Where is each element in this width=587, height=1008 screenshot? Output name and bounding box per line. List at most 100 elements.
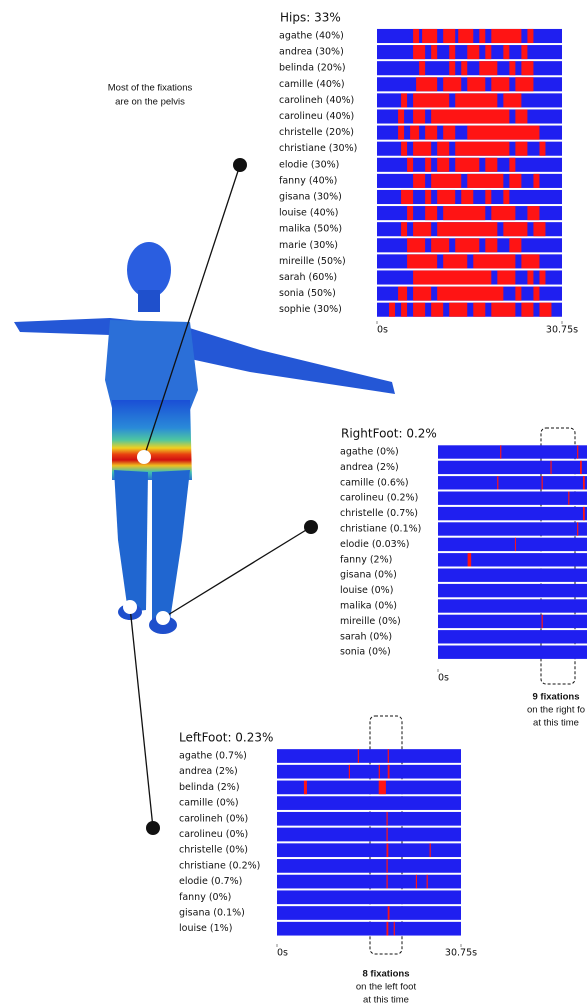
fixation bbox=[521, 254, 540, 269]
row-label: fanny (40%) bbox=[279, 175, 337, 186]
row-bar bbox=[277, 796, 461, 810]
row-bar bbox=[438, 537, 587, 552]
fixation bbox=[413, 173, 426, 188]
fixation bbox=[491, 28, 522, 44]
fixation bbox=[533, 222, 546, 237]
fixation bbox=[425, 206, 438, 221]
fixation bbox=[410, 125, 420, 140]
row-label: mireille (50%) bbox=[279, 256, 346, 267]
fixation bbox=[497, 476, 499, 490]
fixation bbox=[429, 843, 431, 858]
fixation bbox=[467, 125, 540, 140]
fixation bbox=[541, 476, 543, 490]
fixation bbox=[437, 157, 450, 172]
fixation bbox=[401, 302, 408, 317]
fixation bbox=[509, 157, 516, 172]
highlight-box bbox=[540, 427, 576, 685]
fixation bbox=[378, 764, 380, 779]
fixation bbox=[401, 189, 414, 205]
fixation bbox=[527, 206, 540, 221]
row-label: gisana (0%) bbox=[340, 570, 397, 581]
fixation bbox=[503, 45, 510, 60]
fixation bbox=[485, 45, 492, 60]
callout: 8 fixations bbox=[363, 969, 410, 980]
fixation bbox=[449, 61, 456, 76]
row-label: louise (1%) bbox=[179, 923, 232, 934]
fixation bbox=[515, 77, 534, 92]
row-label: andrea (30%) bbox=[279, 47, 344, 58]
row-bar bbox=[438, 460, 587, 475]
fixation bbox=[533, 173, 540, 188]
fixation bbox=[413, 45, 426, 60]
callout: at this time bbox=[533, 718, 579, 729]
fixation bbox=[387, 906, 390, 920]
row-bar bbox=[277, 780, 461, 795]
row-bar bbox=[438, 506, 587, 521]
fixation bbox=[357, 749, 359, 763]
fixation bbox=[467, 77, 486, 92]
fixation bbox=[461, 189, 474, 205]
highlight-box bbox=[369, 715, 403, 955]
fixation bbox=[515, 109, 528, 124]
row-bar bbox=[277, 921, 461, 936]
fixation bbox=[503, 222, 528, 237]
fixation bbox=[407, 238, 426, 253]
row-label: camille (0.6%) bbox=[340, 477, 409, 488]
row-label: carolineh (0%) bbox=[179, 813, 248, 824]
row-label: belinda (2%) bbox=[179, 782, 240, 793]
fixation bbox=[509, 238, 522, 253]
body-note: Most of the fixations bbox=[108, 83, 193, 94]
fixation bbox=[386, 843, 389, 858]
fixation bbox=[500, 445, 502, 459]
row-label: carolineu (0.2%) bbox=[340, 493, 418, 504]
fixation bbox=[443, 28, 456, 44]
fixation bbox=[419, 61, 426, 76]
fixation bbox=[455, 238, 480, 253]
row-label: malika (0%) bbox=[340, 601, 397, 612]
fixation bbox=[386, 811, 388, 826]
fixation bbox=[467, 45, 480, 60]
row-label: andrea (2%) bbox=[340, 462, 399, 473]
row-label: elodie (30%) bbox=[279, 159, 339, 170]
body-figure bbox=[14, 158, 395, 835]
fixation bbox=[413, 286, 432, 301]
chart-title: Hips: 33% bbox=[280, 11, 341, 25]
row-bar bbox=[277, 890, 461, 905]
fixation bbox=[443, 254, 468, 269]
row-label: christelle (0.7%) bbox=[340, 508, 418, 519]
row-bar bbox=[438, 491, 587, 505]
fixation bbox=[413, 109, 426, 124]
row-bar bbox=[438, 630, 587, 644]
row-bar bbox=[277, 874, 461, 889]
row-bar bbox=[277, 843, 461, 858]
row-label: gisana (30%) bbox=[279, 192, 342, 203]
fixation bbox=[479, 28, 486, 44]
row-label: carolineu (0%) bbox=[179, 829, 248, 840]
x-tick-label: 0s bbox=[377, 325, 388, 336]
fixation bbox=[497, 270, 516, 285]
fixation bbox=[539, 302, 552, 317]
fixation bbox=[503, 93, 522, 108]
fixation bbox=[431, 45, 438, 60]
row-label: elodie (0.03%) bbox=[340, 539, 409, 550]
callout: at this time bbox=[363, 995, 409, 1006]
fixation bbox=[437, 141, 450, 156]
chart-title: RightFoot: 0.2% bbox=[341, 427, 437, 441]
fixation bbox=[431, 238, 450, 253]
row-label: mireille (0%) bbox=[340, 616, 401, 627]
row-label: sophie (30%) bbox=[279, 304, 342, 315]
row-bar bbox=[438, 445, 587, 459]
fixation bbox=[473, 302, 486, 317]
fixation bbox=[583, 506, 585, 521]
fixation bbox=[386, 859, 388, 873]
fixation bbox=[413, 28, 420, 44]
callout: on the right fo bbox=[527, 705, 585, 716]
row-label: belinda (20%) bbox=[279, 63, 346, 74]
row-bar bbox=[438, 583, 587, 598]
fixation bbox=[533, 286, 540, 301]
fixation bbox=[509, 173, 522, 188]
fixation bbox=[449, 45, 456, 60]
fixation bbox=[539, 141, 546, 156]
callout: 9 fixations bbox=[533, 692, 580, 703]
